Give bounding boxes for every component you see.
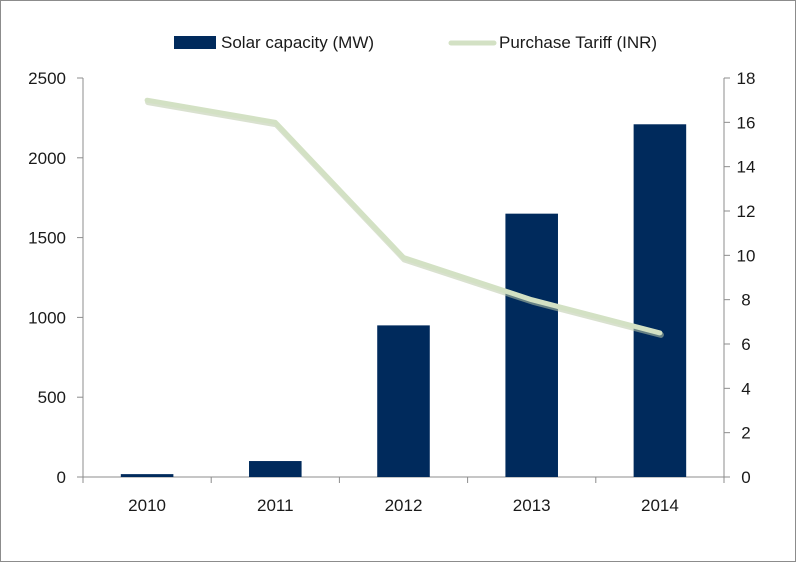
x-tick-label: 2010	[128, 496, 166, 515]
x-tick-label: 2012	[385, 496, 423, 515]
y-right-tick-label: 10	[737, 246, 756, 265]
y-left-tick-label: 1500	[28, 229, 66, 248]
y-right-tick-label: 4	[741, 379, 750, 398]
y-right-tick-label: 18	[737, 69, 756, 88]
tariff-line	[147, 100, 660, 333]
legend: Solar capacity (MW) Purchase Tariff (INR…	[174, 33, 657, 52]
y-right-tick-label: 0	[741, 468, 750, 487]
bar-2011	[249, 461, 302, 477]
y-left-tick-label: 1000	[28, 308, 66, 327]
legend-label-purchase-tariff: Purchase Tariff (INR)	[499, 33, 657, 52]
y-right-tick-label: 14	[737, 158, 756, 177]
x-tick-label: 2014	[641, 496, 679, 515]
y-right-tick-label: 6	[741, 335, 750, 354]
y-left-tick-label: 2500	[28, 69, 66, 88]
line-series-purchase-tariff	[147, 100, 661, 335]
y-right-tick-label: 2	[741, 424, 750, 443]
x-tick-label: 2013	[513, 496, 551, 515]
y-left-tick-label: 500	[38, 388, 66, 407]
y-left-tick-label: 2000	[28, 149, 66, 168]
y-left-tick-label: 0	[57, 468, 66, 487]
bar-2013	[505, 214, 558, 477]
legend-swatch-solar-capacity	[174, 36, 216, 49]
bar-2012	[377, 325, 430, 477]
y-right-tick-label: 12	[737, 202, 756, 221]
y-right-tick-label: 16	[737, 113, 756, 132]
bar-2010	[121, 474, 174, 477]
legend-label-solar-capacity: Solar capacity (MW)	[221, 33, 374, 52]
bar-2014	[634, 124, 687, 477]
y-right-tick-label: 8	[741, 291, 750, 310]
tariff-line-shadow	[148, 102, 661, 335]
bar-series-solar-capacity	[121, 124, 686, 477]
x-tick-label: 2011	[257, 496, 294, 515]
